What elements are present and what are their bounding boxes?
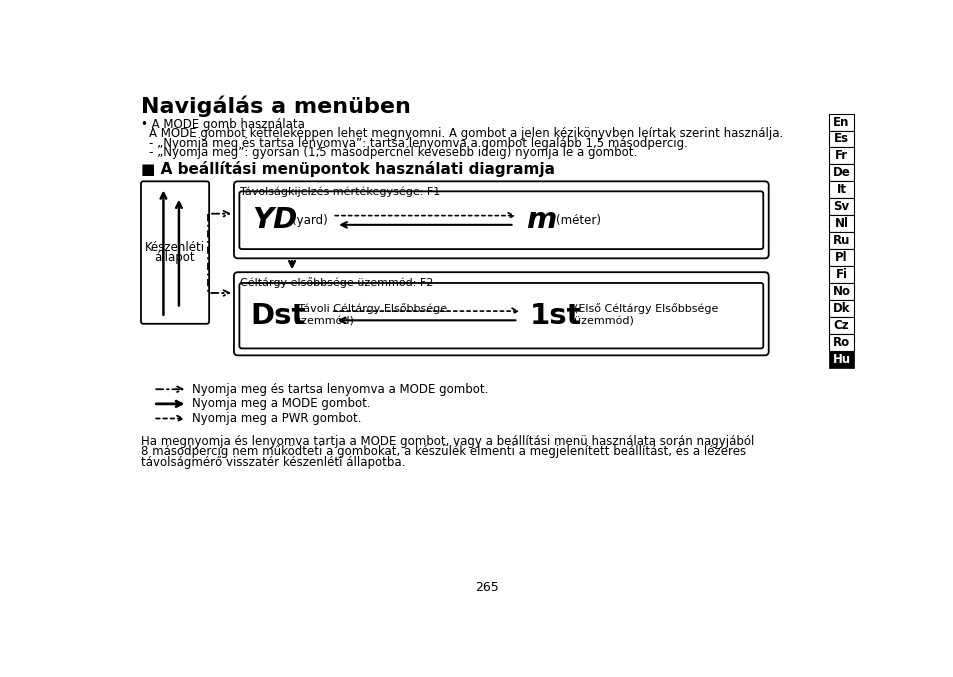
Bar: [828, 131, 853, 148]
Text: Dk: Dk: [832, 302, 849, 315]
Text: (yard): (yard): [292, 214, 328, 227]
FancyBboxPatch shape: [233, 272, 768, 355]
FancyBboxPatch shape: [239, 283, 762, 349]
Text: Nyomja meg a PWR gombot.: Nyomja meg a PWR gombot.: [192, 412, 361, 425]
FancyBboxPatch shape: [239, 192, 762, 249]
Text: Es: Es: [833, 133, 848, 146]
Text: ■ A beállítási menüpontok használati diagramja: ■ A beállítási menüpontok használati dia…: [141, 161, 555, 177]
Bar: [828, 232, 853, 249]
Text: - „Nyomja meg és tartsa lenyomva”: tartsa lenyomva a gombot legalább 1,5 másodpe: - „Nyomja meg és tartsa lenyomva”: tarts…: [149, 137, 687, 150]
Bar: [828, 351, 853, 368]
Text: - „Nyomja meg”: gyorsan (1,5 másodpercnél kevesebb ideig) nyomja le a gombot.: - „Nyomja meg”: gyorsan (1,5 másodpercné…: [149, 146, 637, 159]
Bar: [828, 283, 853, 300]
Text: Készenléti: Készenléti: [145, 242, 205, 255]
Bar: [828, 317, 853, 334]
Text: 265: 265: [475, 582, 498, 594]
Text: Navigálás a menüben: Navigálás a menüben: [141, 95, 411, 116]
Text: Fi: Fi: [835, 268, 846, 281]
Text: Nl: Nl: [834, 217, 847, 230]
Bar: [828, 266, 853, 283]
Text: • A MODE gomb használata: • A MODE gomb használata: [141, 118, 305, 131]
Text: m: m: [525, 206, 556, 234]
Text: 8 másodpercig nem működteti a gombokat, a készülék elmenti a megjelenített beáll: 8 másodpercig nem működteti a gombokat, …: [141, 445, 745, 458]
Text: Ru: Ru: [832, 234, 849, 247]
Text: En: En: [833, 116, 849, 129]
Text: üzemmód): üzemmód): [574, 316, 634, 326]
Text: Ro: Ro: [832, 336, 849, 349]
Text: Hu: Hu: [832, 353, 850, 366]
Text: Pl: Pl: [835, 251, 847, 264]
Text: Dst: Dst: [250, 302, 305, 330]
Bar: [828, 215, 853, 232]
Text: Nyomja meg a MODE gombot.: Nyomja meg a MODE gombot.: [192, 397, 371, 410]
Text: távolságmérő visszatér készenléti állapotba.: távolságmérő visszatér készenléti állapo…: [141, 456, 405, 468]
Bar: [828, 334, 853, 351]
Text: Nyomja meg és tartsa lenyomva a MODE gombot.: Nyomja meg és tartsa lenyomva a MODE gom…: [192, 383, 488, 396]
Text: YD: YD: [252, 206, 296, 234]
Text: Céltárgy elsőbbsége üzemmód: F2: Céltárgy elsőbbsége üzemmód: F2: [240, 278, 433, 288]
Bar: [828, 181, 853, 198]
Text: (Első Céltárgy Elsőbbsége: (Első Céltárgy Elsőbbsége: [574, 303, 718, 314]
Text: No: No: [832, 285, 850, 298]
Text: Távolságkijelzés mértékegysége: F1: Távolságkijelzés mértékegysége: F1: [240, 187, 440, 198]
Text: állapot: állapot: [154, 251, 195, 265]
Text: A MODE gombot kétféleképpen lehet megnyomni. A gombot a jelen kézikönyvben leírt: A MODE gombot kétféleképpen lehet megnyo…: [149, 127, 782, 140]
Text: Sv: Sv: [833, 200, 849, 213]
Bar: [828, 249, 853, 266]
Text: De: De: [832, 167, 849, 179]
Text: It: It: [836, 183, 845, 196]
FancyBboxPatch shape: [141, 181, 209, 324]
Text: üzemmód): üzemmód): [294, 316, 354, 326]
Bar: [828, 198, 853, 215]
Bar: [828, 148, 853, 165]
Bar: [828, 300, 853, 317]
Bar: [828, 165, 853, 181]
Text: Cz: Cz: [833, 319, 848, 332]
Text: Ha megnyomja és lenyomva tartja a MODE gombot, vagy a beállítási menü használata: Ha megnyomja és lenyomva tartja a MODE g…: [141, 435, 754, 448]
Text: 1st: 1st: [530, 302, 581, 330]
Text: Fr: Fr: [834, 150, 847, 162]
Text: (Távoli Céltárgy Elsőbbsége: (Távoli Céltárgy Elsőbbsége: [294, 303, 446, 314]
Bar: [828, 114, 853, 131]
FancyBboxPatch shape: [233, 181, 768, 259]
Text: (méter): (méter): [555, 214, 600, 227]
